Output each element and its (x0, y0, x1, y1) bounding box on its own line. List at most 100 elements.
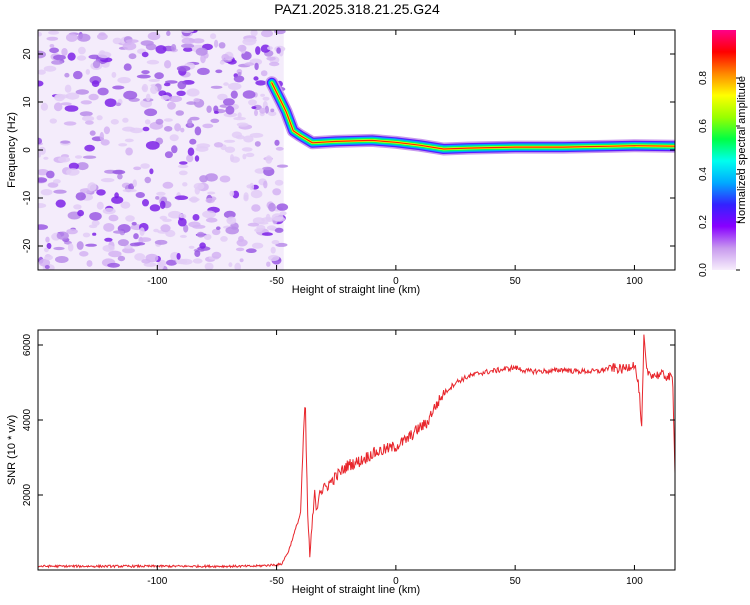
noise-blob (262, 96, 270, 101)
noise-blob (149, 168, 154, 175)
noise-blob (144, 119, 151, 125)
noise-blob (89, 212, 102, 221)
noise-blob (87, 182, 97, 192)
noise-blob (226, 216, 237, 225)
noise-blob (77, 33, 91, 42)
noise-blob (53, 246, 65, 251)
noise-blob (177, 164, 189, 169)
noise-blob (217, 93, 228, 101)
x-tick-label: -100 (147, 576, 167, 587)
x-tick-label: 100 (626, 276, 643, 287)
noise-blob (220, 236, 228, 242)
noise-blob (82, 232, 91, 238)
noise-blob (211, 228, 221, 236)
y-tick-label: 2000 (22, 483, 33, 506)
noise-blob (186, 88, 200, 97)
noise-blob (188, 221, 201, 228)
noise-blob (177, 217, 187, 227)
colorbar-tick-label: 0.6 (698, 119, 709, 133)
noise-blob (38, 146, 46, 155)
noise-blob (252, 217, 265, 225)
noise-blob (243, 192, 249, 200)
noise-blob (259, 107, 266, 114)
noise-blob (194, 126, 202, 136)
noise-blob (74, 155, 83, 159)
noise-blob (267, 46, 273, 50)
noise-blob (44, 247, 49, 253)
noise-blob (102, 244, 115, 252)
noise-blob (96, 115, 103, 121)
noise-blob (108, 250, 122, 258)
noise-blob (268, 111, 277, 117)
noise-blob (250, 189, 263, 199)
noise-blob (66, 33, 78, 42)
colorbar-tick-label: 0.4 (698, 167, 709, 181)
noise-blob (260, 93, 265, 97)
figure-title: PAZ1.2025.318.21.25.G24 (274, 1, 440, 17)
noise-blob (49, 118, 57, 124)
noise-blob (112, 85, 125, 90)
noise-blob (148, 79, 160, 82)
noise-blob (275, 146, 284, 151)
noise-blob (103, 223, 115, 232)
noise-blob (225, 226, 239, 235)
noise-blob (233, 75, 245, 83)
noise-blob (85, 69, 91, 75)
noise-blob (134, 253, 146, 261)
noise-blob (155, 196, 160, 200)
signal-trace-band (271, 82, 675, 150)
noise-blob (122, 42, 137, 51)
noise-blob (110, 119, 119, 125)
noise-blob (221, 53, 230, 61)
noise-blob (145, 141, 160, 150)
y-tick-label: -20 (22, 238, 33, 253)
noise-blob (164, 151, 173, 159)
noise-blob (125, 215, 135, 222)
noise-blob (274, 179, 284, 186)
noise-blob (218, 42, 226, 49)
snr-panel: -100 -50 0 50 100 2000 4000 6000 Height of str… (6, 329, 676, 596)
noise-blob (61, 48, 68, 56)
noise-blob (46, 242, 52, 250)
noise-blob (176, 252, 181, 260)
noise-blob (64, 84, 72, 93)
noise-blob (175, 110, 184, 116)
noise-blob (115, 102, 122, 107)
noise-blob (174, 123, 182, 132)
noise-blob (158, 90, 167, 97)
x-tick-label: 0 (393, 576, 399, 587)
noise-blob (64, 72, 70, 78)
noise-blob (192, 214, 200, 221)
y-tick-label: 4000 (22, 408, 33, 431)
noise-blob (120, 201, 131, 209)
noise-blob (40, 102, 49, 111)
noise-blob (263, 180, 268, 189)
noise-blob (38, 69, 46, 75)
noise-blob (180, 127, 185, 133)
noise-blob (80, 100, 93, 105)
noise-blob (164, 60, 172, 69)
noise-blob (239, 258, 244, 263)
noise-blob (207, 191, 216, 195)
noise-blob (96, 201, 104, 210)
snr-x-axis-label: Height of straight line (km) (292, 584, 420, 596)
noise-blob (122, 117, 129, 123)
noise-blob (219, 175, 231, 183)
noise-blob (125, 147, 133, 156)
noise-blob (118, 143, 128, 147)
noise-blob (38, 137, 43, 145)
noise-blob (154, 239, 168, 245)
noise-blob (111, 71, 117, 78)
noise-blob (179, 258, 193, 265)
noise-blob (176, 65, 191, 72)
noise-blob (46, 170, 55, 179)
noise-blob (213, 110, 219, 114)
noise-blob (92, 232, 97, 236)
noise-blob (85, 243, 97, 247)
noise-blob (179, 161, 188, 165)
noise-blob (163, 118, 173, 122)
noise-blob (253, 76, 259, 81)
noise-blob (83, 155, 97, 159)
